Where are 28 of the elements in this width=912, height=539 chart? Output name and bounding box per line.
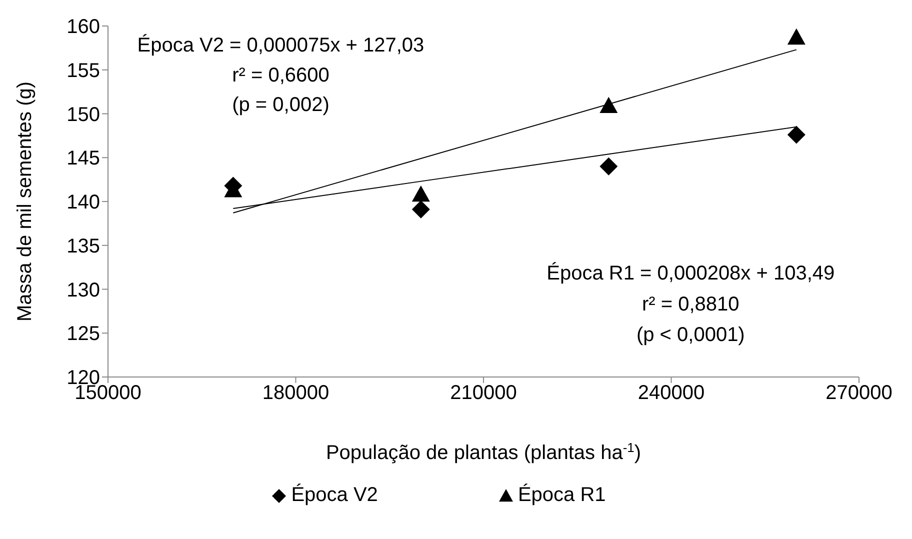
point	[787, 126, 806, 144]
y-tick-label: 125	[66, 323, 100, 346]
point	[600, 157, 618, 176]
annotation: r² = 0,6600	[232, 64, 330, 86]
y-tick-label: 135	[66, 235, 100, 258]
y-tick-label: 140	[66, 192, 100, 214]
y-tick-label: 150	[66, 104, 100, 126]
y-axis-title: Massa de mil sementes (g)	[14, 81, 36, 322]
legend-label: Época R1	[516, 484, 606, 507]
y-tick-label: 155	[66, 60, 100, 82]
y-tick-label: 145	[66, 148, 100, 170]
x-tick-label: 180000	[262, 382, 330, 404]
x-tick-label: 210000	[450, 382, 517, 404]
x-axis-title: População de plantas (plantas ha$^{-1}$)	[326, 440, 642, 464]
point	[412, 200, 430, 218]
y-tick-label: 130	[66, 279, 100, 302]
y-tick-label: 160	[66, 16, 100, 38]
point	[600, 96, 618, 114]
annotation: Época R1 = 0,000208x + 103,49	[546, 262, 835, 285]
annotation: (p = 0,002)	[232, 94, 330, 116]
legend-label: Época V2	[290, 484, 378, 507]
x-tick-label: 270000	[826, 382, 892, 404]
annotation: (p < 0,0001)	[636, 324, 745, 346]
point	[412, 185, 430, 202]
annotation: r² = 0,8810	[642, 293, 740, 316]
point	[787, 28, 806, 45]
x-tick-label: 240000	[638, 382, 705, 404]
annotation: Época V2 = 0,000075x + 127,03	[137, 33, 424, 56]
